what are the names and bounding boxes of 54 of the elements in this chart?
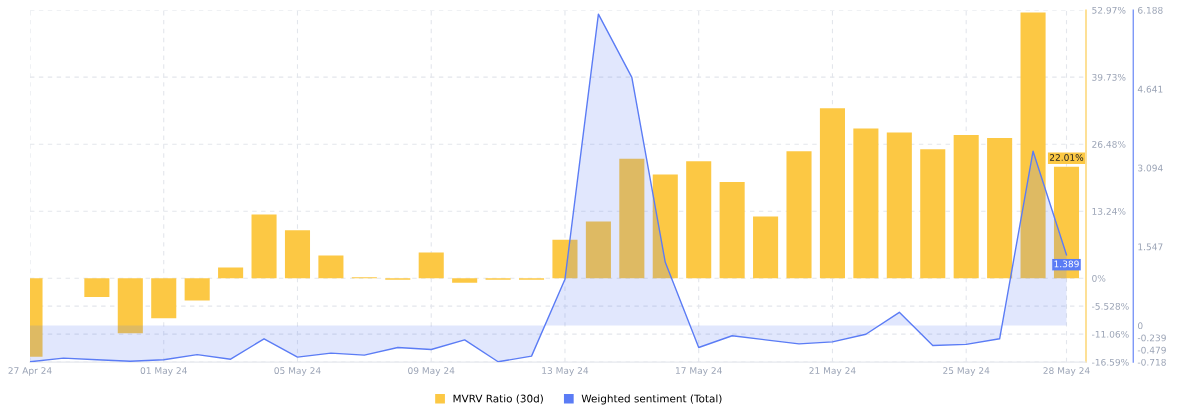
bar	[953, 134, 979, 279]
data-label: 1.389	[1054, 260, 1079, 268]
y2-tick-label: 1.547	[1138, 243, 1163, 251]
bar	[418, 252, 444, 279]
y-tick-label: 52.97%	[1092, 6, 1126, 14]
bar	[920, 149, 946, 279]
bar	[318, 255, 344, 279]
y-tick-label: 0%	[1092, 274, 1106, 282]
y2-tick-label: 3.094	[1138, 164, 1163, 172]
legend-label: MVRV Ratio (30d)	[453, 394, 543, 404]
bar	[284, 230, 311, 279]
y2-tick-label: -0.718	[1137, 358, 1166, 366]
y2-tick-label: 6.188	[1138, 6, 1163, 14]
bar	[585, 221, 611, 279]
y2-tick-label: 0	[1137, 322, 1143, 330]
y2-tick-label: 4.641	[1137, 85, 1163, 93]
x-tick-label: 05 May 24	[274, 367, 321, 376]
bar	[753, 216, 779, 279]
x-tick-label: 28 May 24	[1043, 367, 1090, 376]
y-tick-label: 39.73%	[1092, 73, 1126, 81]
x-tick-label: 17 May 24	[676, 367, 722, 376]
y-tick-label: -5.528%	[1092, 302, 1129, 310]
x-tick-label: 25 May 24	[943, 367, 990, 376]
bar	[84, 278, 110, 297]
x-tick-label: 09 May 24	[408, 367, 455, 376]
bar	[1020, 12, 1046, 279]
x-tick-label: 21 May 24	[809, 367, 856, 376]
bar	[853, 128, 879, 279]
y-tick-label: -11.06%	[1092, 330, 1129, 338]
x-tick-label: 13 May 24	[542, 367, 589, 376]
bar	[251, 214, 277, 279]
x-tick-label: 27 Apr 24	[8, 367, 52, 376]
y-tick-label: -16.59%	[1092, 358, 1129, 366]
bar	[686, 161, 712, 279]
data-label: 22.01%	[1049, 154, 1084, 161]
bar	[619, 158, 645, 279]
y-tick-label: 26.48%	[1092, 140, 1126, 148]
bar	[819, 108, 845, 279]
bar	[452, 278, 478, 283]
legend-label: Weighted sentiment (Total)	[581, 394, 722, 405]
bar	[886, 132, 912, 279]
y2-tick-label: -0.479	[1137, 346, 1166, 354]
bar	[786, 151, 812, 279]
bar	[218, 267, 244, 279]
x-tick-label: 01 May 24	[140, 367, 187, 376]
bar	[719, 182, 745, 279]
bar	[151, 278, 177, 319]
y-tick-label: 13.24%	[1092, 207, 1126, 215]
bar	[987, 138, 1013, 279]
bar	[552, 239, 578, 279]
y2-tick-label: -0.239	[1137, 334, 1166, 342]
bar	[652, 174, 678, 279]
bar	[117, 278, 143, 334]
bar	[184, 278, 210, 301]
